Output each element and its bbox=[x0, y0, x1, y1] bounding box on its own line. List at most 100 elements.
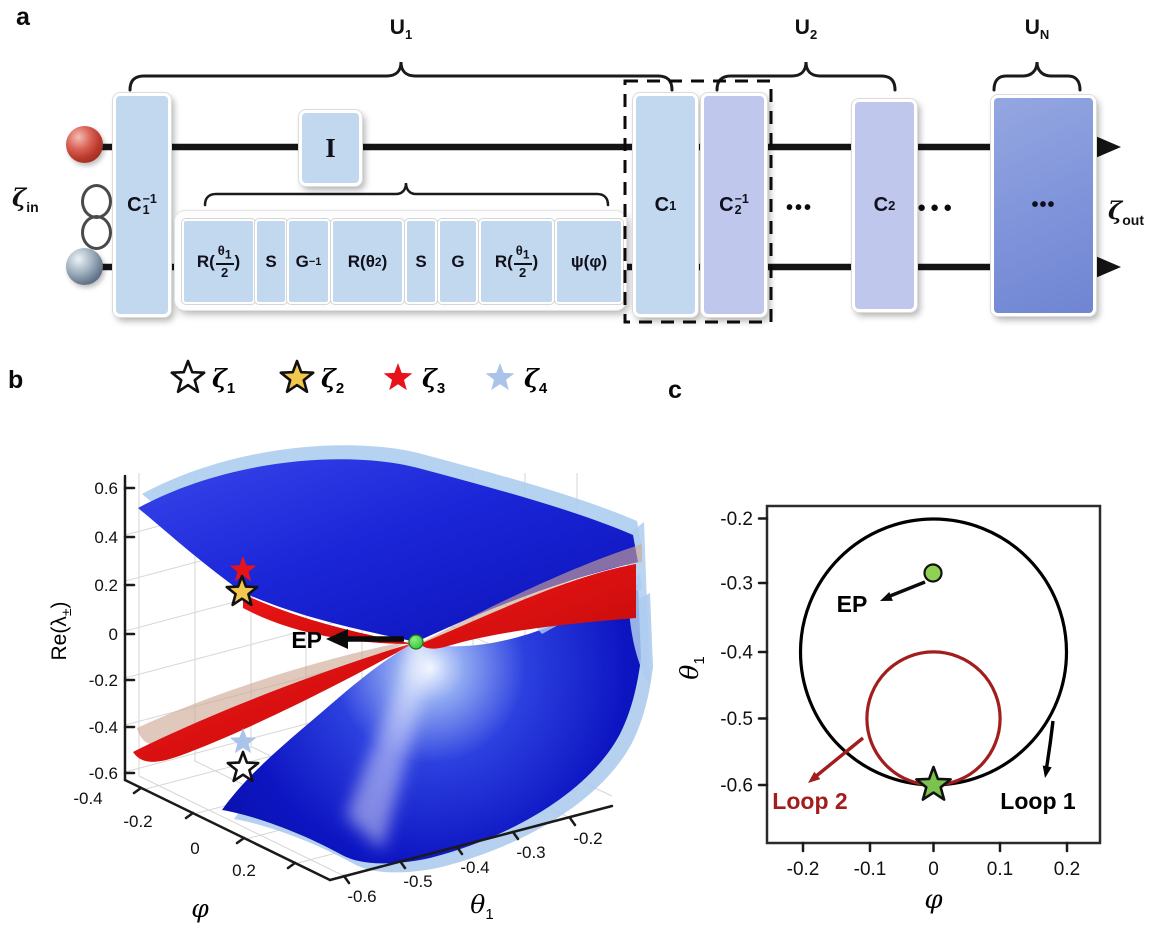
panel-b-legend: ζ1 ζ2 ζ3 ζ4 bbox=[170, 359, 548, 397]
svg-text:-0.2: -0.2 bbox=[89, 671, 118, 690]
gate-g-inverse: G −1 bbox=[287, 219, 330, 304]
svg-text:EP: EP bbox=[291, 627, 322, 653]
loop-start-star-marker bbox=[915, 765, 952, 801]
surface-red-upper-sliver bbox=[243, 594, 414, 644]
ellipsis-wires-1: ••• bbox=[786, 197, 814, 219]
svg-text:-0.6: -0.6 bbox=[347, 887, 376, 906]
gate-c1-inverse: C −1 1 bbox=[113, 93, 171, 317]
photon-red-sphere bbox=[66, 126, 103, 163]
zeta1-star-marker bbox=[226, 750, 260, 783]
svg-text:0.2: 0.2 bbox=[232, 861, 256, 880]
loop-plot-2d: -0.2 -0.3 -0.4 -0.5 -0.6 -0.2 -0.1 0 0.1… bbox=[675, 504, 1102, 915]
zeta3-star-icon bbox=[383, 363, 413, 391]
loop2-circle bbox=[865, 650, 1002, 787]
c-y-tick-labels: -0.2 -0.3 -0.4 -0.5 -0.6 bbox=[720, 509, 753, 797]
svg-text:0.1: 0.1 bbox=[987, 859, 1013, 880]
theta-tick-labels: -0.6 -0.5 -0.4 -0.3 -0.2 bbox=[347, 829, 602, 906]
panel-b-label: b bbox=[8, 366, 24, 394]
loop2-arrow-icon bbox=[808, 771, 821, 783]
zeta4-star-icon bbox=[485, 363, 515, 391]
theta-axis-label: θ1 bbox=[470, 890, 493, 923]
phi-axis-label: φ bbox=[191, 894, 209, 923]
svg-text:-0.3: -0.3 bbox=[516, 843, 545, 862]
gate-r-theta1-half-2: R(θ1 2) bbox=[479, 219, 554, 304]
gate-psi-phi: ψ(φ) bbox=[555, 219, 623, 304]
output-arrow-top-icon bbox=[1093, 135, 1121, 159]
svg-text:-0.2: -0.2 bbox=[123, 812, 152, 831]
gate-identity: I bbox=[299, 110, 362, 186]
svg-text:-0.6: -0.6 bbox=[89, 764, 118, 783]
ep-annotation-2d: EP bbox=[837, 563, 943, 617]
entanglement-infinity-icon bbox=[81, 184, 112, 250]
z-tick-labels: 0.6 0.4 0.2 0 -0.2 -0.4 -0.6 bbox=[89, 479, 118, 783]
svg-text:Loop 1: Loop 1 bbox=[1000, 788, 1076, 814]
surface-red-tongue bbox=[420, 564, 636, 649]
u1-label: U1 bbox=[389, 16, 413, 43]
output-state-label: ζout bbox=[1108, 196, 1144, 228]
c-x-axis-label: φ bbox=[924, 885, 943, 915]
svg-text:Loop 2: Loop 2 bbox=[772, 788, 847, 814]
u2-label: U2 bbox=[794, 16, 818, 43]
svg-text:-0.4: -0.4 bbox=[73, 789, 102, 808]
svg-text:-0.5: -0.5 bbox=[720, 709, 753, 730]
svg-text:0.2: 0.2 bbox=[94, 576, 118, 595]
zeta2-star-marker bbox=[225, 574, 259, 607]
gate-c2-inverse: C −1 2 bbox=[701, 93, 767, 317]
zeta4-label: ζ4 bbox=[524, 364, 548, 397]
lower-gate-row: R(θ1 2) S G −1 R(θ 2) S G R(θ1 2) ψ(φ) bbox=[175, 211, 626, 310]
svg-text:-0.3: -0.3 bbox=[720, 574, 753, 595]
zeta3-star-marker bbox=[229, 556, 257, 582]
surface-blue-upper bbox=[138, 459, 638, 642]
svg-text:-0.4: -0.4 bbox=[89, 718, 118, 737]
loop2-annotation: Loop 2 bbox=[772, 736, 865, 814]
gate-r-theta1-half-1: R(θ1 2) bbox=[182, 219, 255, 304]
ep-point-2d bbox=[923, 563, 943, 583]
svg-text:0: 0 bbox=[190, 839, 199, 858]
z-axis-label: Re(λ±) bbox=[48, 601, 74, 660]
ep-point-marker bbox=[408, 634, 424, 650]
output-arrow-bottom-icon bbox=[1093, 255, 1121, 279]
svg-text:-0.4: -0.4 bbox=[720, 643, 753, 664]
gate-s-2: S bbox=[405, 219, 437, 304]
svg-text:-0.2: -0.2 bbox=[787, 859, 820, 880]
svg-text:0.2: 0.2 bbox=[1054, 859, 1080, 880]
ep-arrow-2d-icon bbox=[880, 592, 893, 601]
svg-text:-0.2: -0.2 bbox=[720, 509, 753, 530]
photon-gray-sphere bbox=[66, 248, 103, 285]
zeta2-label: ζ2 bbox=[321, 364, 344, 397]
zeta4-star-marker bbox=[229, 728, 257, 754]
svg-text:-0.6: -0.6 bbox=[720, 776, 753, 797]
svg-text:-0.4: -0.4 bbox=[460, 858, 489, 877]
svg-text:EP: EP bbox=[837, 591, 868, 617]
un-label: UN bbox=[1024, 16, 1050, 43]
loop1-arrow-icon bbox=[1042, 765, 1052, 778]
zeta1-star-icon bbox=[170, 359, 206, 394]
loop1-annotation: Loop 1 bbox=[1000, 720, 1076, 814]
input-state-label: ζin bbox=[12, 183, 39, 215]
c-y-axis-label: θ1 bbox=[675, 656, 708, 679]
svg-text:0.6: 0.6 bbox=[94, 479, 118, 498]
svg-text:0: 0 bbox=[109, 625, 118, 644]
gate-r-theta2: R(θ 2) bbox=[331, 219, 404, 304]
surface-plot-3d: 0.6 0.4 0.2 0 -0.2 -0.4 -0.6 -0.4 -0.2 0… bbox=[48, 445, 653, 923]
gate-s-1: S bbox=[255, 219, 287, 304]
svg-text:0.4: 0.4 bbox=[94, 528, 118, 547]
axes-3d bbox=[123, 474, 614, 885]
panel-c-label: c bbox=[668, 376, 682, 404]
svg-text:-0.2: -0.2 bbox=[573, 829, 602, 848]
svg-text:0: 0 bbox=[928, 859, 939, 880]
zeta2-star-icon bbox=[279, 359, 315, 394]
surface-blue-lower bbox=[222, 584, 641, 864]
c-x-tick-labels: -0.2 -0.1 0 0.1 0.2 bbox=[787, 859, 1081, 880]
svg-text:-0.1: -0.1 bbox=[854, 859, 887, 880]
zeta3-label: ζ3 bbox=[422, 364, 445, 397]
ep-annotation-3d: EP bbox=[291, 627, 424, 653]
gate-g: G bbox=[438, 219, 478, 304]
ep-arrow-icon bbox=[326, 629, 348, 649]
c-axis-ticks bbox=[757, 517, 1069, 853]
phi-tick-labels: -0.4 -0.2 0 0.2 bbox=[73, 789, 255, 880]
panel-a-label: a bbox=[16, 3, 30, 31]
